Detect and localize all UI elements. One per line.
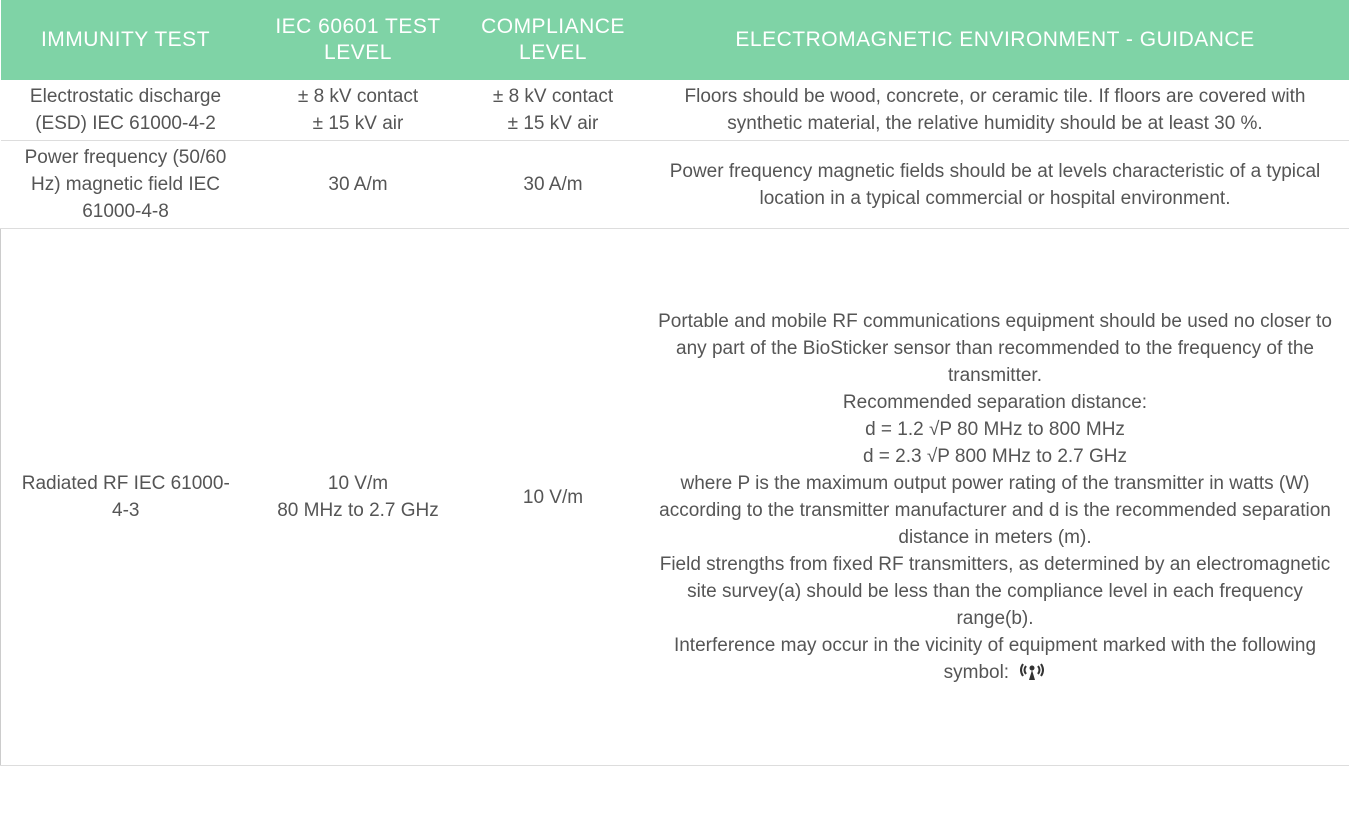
table-cell: ± 8 kV contact ± 15 kV air xyxy=(250,80,466,141)
table-cell: 10 V/m xyxy=(465,228,641,766)
header-row: IMMUNITY TEST IEC 60601 TEST LEVEL COMPLIA… xyxy=(0,0,1349,80)
rf-symbol xyxy=(1020,663,1045,680)
table-body: Electrostatic discharge (ESD) IEC 61000-… xyxy=(0,80,1349,766)
table-row: Power frequency (50/60 Hz) magnetic fiel… xyxy=(0,140,1349,229)
cell-line: Interference may occur in the vicinity o… xyxy=(673,635,1317,683)
table-row: Electrostatic discharge (ESD) IEC 61000-… xyxy=(0,80,1349,141)
cell-line: 80 MHz to 2.7 GHz xyxy=(277,500,439,521)
header-cell: IEC 60601 TEST LEVEL xyxy=(250,0,466,80)
cell-line: Floors should be wood, concrete, or cera… xyxy=(684,86,1306,134)
cell-line: 10 V/m xyxy=(327,473,389,494)
table-cell: 10 V/m 80 MHz to 2.7 GHz xyxy=(250,228,466,766)
table-cell: Power frequency magnetic fields should b… xyxy=(640,140,1349,229)
table-cell: 30 A/m xyxy=(250,140,466,229)
cell-line: Recommended separation distance: xyxy=(842,392,1148,413)
header-cell: IMMUNITY TEST xyxy=(0,0,251,80)
cell-line: Power frequency magnetic fields should b… xyxy=(669,160,1321,209)
cell-line: ± 8 kV contact xyxy=(297,86,419,107)
cell-line: Electrostatic discharge (ESD) IEC 61000-… xyxy=(29,86,222,134)
table-cell: Electrostatic discharge (ESD) IEC 61000-… xyxy=(0,80,251,141)
table-cell: ± 8 kV contact ± 15 kV air xyxy=(465,80,641,141)
cell-line: d = 2.3 √P 800 MHz to 2.7 GHz xyxy=(862,446,1128,467)
header-cell: ELECTROMAGNETIC ENVIRONMENT - GUIDANCE xyxy=(640,0,1349,80)
cell-line: Power frequency (50/60 Hz) magnetic fiel… xyxy=(24,147,227,222)
cell-line: 30 A/m xyxy=(328,174,388,195)
cell-line: 10 V/m xyxy=(522,486,584,508)
table-row: Radiated RF IEC 61000-4-3 10 V/m 80 MHz to… xyxy=(0,228,1349,766)
cell-line: where P is the maximum output power rati… xyxy=(659,473,1331,548)
cell-line: 30 A/m xyxy=(523,174,583,195)
cell-line: ± 15 kV air xyxy=(507,113,599,134)
table-cell: Portable and mobile RF communications eq… xyxy=(640,228,1349,766)
cell-line: Field strengths from fixed RF transmitte… xyxy=(659,554,1331,629)
table-cell: Power frequency (50/60 Hz) magnetic fiel… xyxy=(0,140,251,229)
table-cell: Radiated RF IEC 61000-4-3 xyxy=(0,228,251,766)
cell-line: Radiated RF IEC 61000-4-3 xyxy=(21,473,230,521)
table-cell: Floors should be wood, concrete, or cera… xyxy=(640,80,1349,141)
cell-line: ± 8 kV contact xyxy=(492,86,614,107)
header-cell: COMPLIANCE LEVEL xyxy=(465,0,641,80)
cell-line: Portable and mobile RF communications eq… xyxy=(658,311,1332,386)
cell-line: d = 1.2 √P 80 MHz to 800 MHz xyxy=(865,419,1125,440)
table-cell: 30 A/m xyxy=(465,140,641,229)
emc-table: IMMUNITY TEST IEC 60601 TEST LEVEL COMPLIA… xyxy=(0,0,1349,766)
cell-line: ± 15 kV air xyxy=(312,113,404,134)
